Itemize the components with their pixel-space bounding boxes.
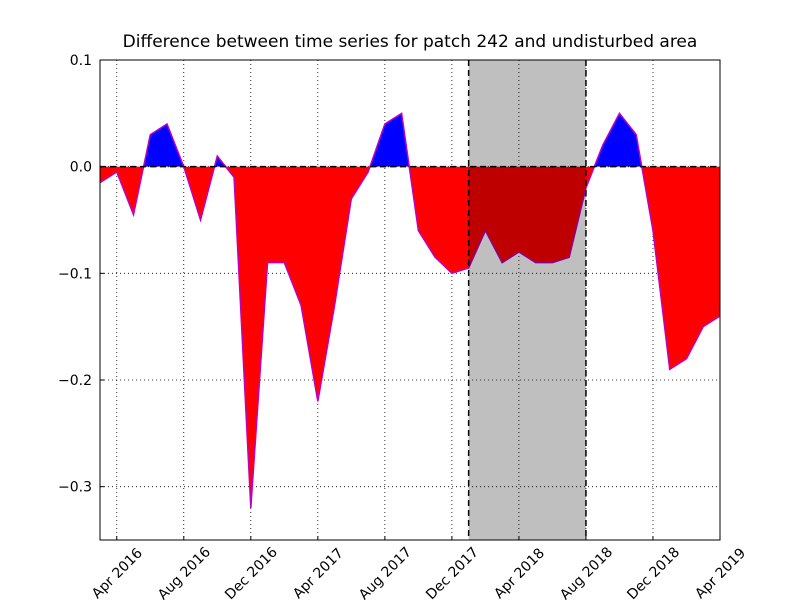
highlight-span (468, 60, 586, 540)
x-tick-label: Aug 2017 (356, 544, 415, 600)
y-tick-label: −0.3 (58, 480, 92, 496)
y-tick-label: −0.2 (58, 373, 92, 389)
x-tick-label: Dec 2016 (222, 544, 281, 600)
axes-frame (99, 59, 721, 541)
positive-area (143, 113, 642, 167)
y-tick-label: −0.1 (58, 266, 92, 282)
y-tick-label: 0.0 (70, 160, 92, 176)
x-tick-label: Aug 2016 (155, 544, 214, 600)
x-tick-label: Apr 2017 (290, 545, 347, 600)
x-tick-label: Dec 2017 (423, 544, 482, 600)
x-tick-label: Apr 2016 (89, 545, 146, 600)
x-tick-label: Apr 2018 (491, 545, 548, 600)
y-tick-label: 0.1 (70, 53, 92, 69)
x-tick-label: Apr 2019 (692, 545, 749, 600)
x-tick-label: Dec 2018 (624, 544, 683, 600)
series-line (99, 111, 721, 509)
chart-title: Difference between time series for patch… (123, 32, 698, 52)
x-tick-label: Aug 2018 (557, 544, 616, 600)
